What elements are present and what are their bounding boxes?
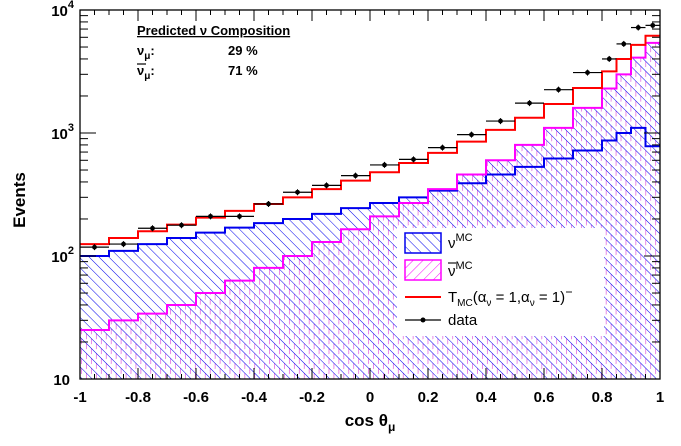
nu-mc-hist-outline (80, 126, 660, 257)
data-point-marker (382, 162, 387, 168)
data-point (573, 69, 602, 76)
data-point (631, 24, 646, 31)
data-point-marker (621, 41, 627, 47)
data-point (399, 156, 428, 163)
x-tick-label: 1 (656, 389, 664, 406)
data-point-marker (498, 118, 503, 124)
data-point (283, 189, 312, 196)
data-point (341, 172, 370, 179)
x-tick-label: 0.4 (476, 389, 498, 406)
data-point-marker (266, 201, 271, 207)
data-point-marker (411, 157, 416, 162)
composition-title: Predicted ν Composition (137, 23, 290, 38)
data-point (370, 161, 399, 168)
data-point-marker (353, 173, 358, 179)
data-point (602, 55, 617, 62)
data-point-marker (585, 70, 590, 75)
x-tick-label: -0.6 (183, 389, 209, 406)
data-point (616, 40, 631, 47)
data-point-marker (606, 56, 612, 62)
total-mc-hist-line (80, 34, 660, 246)
data-point-marker (237, 213, 242, 219)
data-point (138, 225, 167, 232)
data-point-marker (92, 244, 97, 250)
composition-row-nubar-value: 71 % (228, 63, 258, 78)
x-tick-label: -1 (73, 389, 86, 406)
legend-label-total: TMC(αν = 1,αν = 1) (448, 289, 565, 309)
data-point (225, 213, 254, 220)
y-tick-label: 103 (51, 122, 74, 143)
x-tick-label: -0.2 (299, 389, 325, 406)
data-point (167, 222, 196, 229)
data-point-marker (440, 145, 445, 151)
composition-row-nu-label: νμ: (137, 43, 155, 62)
x-axis-title-subscript: μ (388, 420, 395, 434)
data-point-marker (208, 213, 213, 219)
legend: νMC νMC TMC(αν = 1,αν = 1) data (397, 228, 604, 336)
y-tick-label: 10 (53, 372, 70, 389)
data-point (457, 131, 486, 138)
y-tick-label: 104 (51, 0, 75, 20)
data-point-marker (121, 241, 126, 247)
data-point-marker (635, 25, 641, 30)
data-point (312, 182, 341, 189)
x-axis-title: cos θμ (345, 411, 396, 434)
nubar-mc-hist-outline (80, 41, 660, 332)
data-point (515, 100, 544, 107)
x-tick-label: 0.6 (534, 389, 555, 406)
data-point (486, 118, 515, 125)
data-point (544, 86, 573, 93)
legend-label-nu: νMC (448, 232, 473, 252)
data-point (645, 22, 660, 29)
data-point-marker (527, 100, 532, 106)
axis-ticks: -1 -0.8 -0.6 -0.4 -0.2 0 0.2 0.4 0.6 0.8 1 10 102 103… (51, 0, 664, 406)
data-point (428, 144, 457, 151)
x-tick-label: 0 (366, 389, 374, 406)
x-tick-label: -0.8 (125, 389, 151, 406)
data-point-marker (469, 132, 474, 138)
y-axis-title: Events (10, 172, 29, 228)
x-tick-label: 0.8 (592, 389, 613, 406)
composition-row-nu-value: 29 % (228, 43, 258, 58)
x-tick-label: 0.2 (418, 389, 439, 406)
legend-swatch-nubar (404, 259, 442, 281)
data-point (80, 244, 109, 251)
y-tick-label: 102 (51, 245, 74, 266)
data-point (109, 241, 138, 248)
data-point-marker (324, 182, 329, 188)
legend-swatch-data-marker (420, 317, 426, 323)
legend-swatch-nu (404, 232, 442, 254)
data-point-marker (179, 222, 184, 228)
data-point-marker (150, 225, 155, 231)
data-point-marker (650, 22, 656, 28)
x-tick-label: -0.4 (241, 389, 268, 406)
composition-box: Predicted ν Composition νμ: 29 % νμ: 71 … (137, 23, 290, 82)
data-point (196, 213, 225, 220)
composition-row-nubar-label: νμ: (137, 63, 155, 82)
legend-label-data: data (448, 312, 478, 329)
data-point-marker (295, 189, 300, 195)
data-point-marker (556, 87, 561, 93)
data-point (254, 200, 283, 207)
legend-label-nubar: νMC (448, 260, 473, 280)
